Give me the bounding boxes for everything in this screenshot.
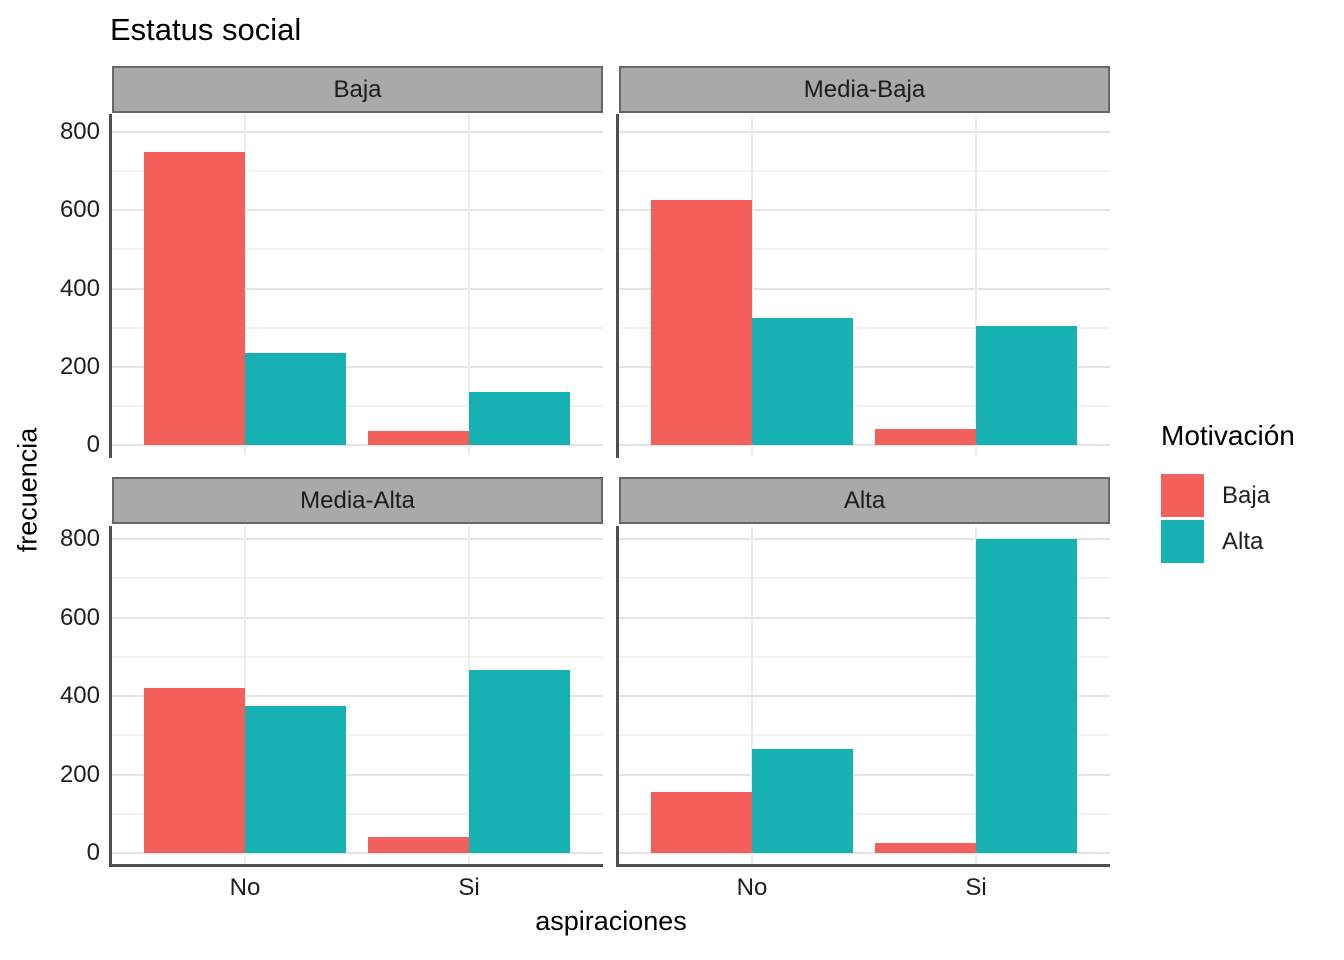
- minor-gridline: [619, 655, 1110, 658]
- legend-label: Alta: [1222, 527, 1264, 555]
- major-gridline: [619, 773, 1110, 776]
- bar-Media-Alta-Si-Alta: [469, 670, 570, 853]
- minor-gridline: [112, 577, 603, 580]
- x-tick-label: Si: [965, 874, 987, 901]
- y-axis-line: [109, 526, 112, 867]
- major-gridline: [619, 695, 1110, 697]
- minor-gridline: [619, 326, 1110, 329]
- y-axis-title: frecuencia: [12, 427, 43, 553]
- y-axis-line: [616, 114, 619, 458]
- major-gridline: [112, 538, 603, 540]
- minor-gridline: [112, 326, 603, 329]
- chart-title: Estatus social: [110, 12, 302, 47]
- major-gridline: [112, 287, 603, 290]
- y-tick-label: 800: [59, 118, 100, 145]
- bar-Alta-No-Alta: [752, 748, 853, 853]
- major-gridline: [112, 616, 603, 619]
- y-tick-label: 0: [86, 839, 100, 866]
- y-tick-label: 400: [59, 274, 100, 302]
- major-gridline: [112, 852, 603, 854]
- legend: Motivación Baja Alta: [1161, 420, 1295, 566]
- x-axis-title: aspiraciones: [535, 906, 687, 936]
- y-tick-label: 800: [59, 525, 100, 552]
- major-gridline: [619, 365, 1110, 368]
- bar-Media-Alta-No-Alta: [245, 705, 346, 853]
- major-gridline: [112, 444, 603, 446]
- minor-gridline: [112, 812, 603, 815]
- facet-strip: Media-Alta: [112, 477, 603, 524]
- facet-strip: Alta: [619, 477, 1110, 524]
- major-gridline: [112, 209, 603, 212]
- y-tick-label: 200: [59, 352, 100, 380]
- y-tick-label: 600: [59, 603, 100, 631]
- facet-strip: Baja: [112, 66, 603, 113]
- vertical-gridline: [751, 526, 753, 864]
- major-gridline: [619, 616, 1110, 619]
- bar-Media-Alta-Si-Baja: [368, 837, 469, 853]
- minor-gridline: [619, 734, 1110, 737]
- facet-plot: [619, 114, 1110, 455]
- legend-item: Alta: [1161, 520, 1295, 563]
- facet-plot: [112, 526, 603, 864]
- minor-gridline: [112, 170, 603, 173]
- bar-Baja-No-Alta: [245, 353, 346, 445]
- bar-Alta-Si-Baja: [875, 843, 976, 853]
- y-tick-label: 0: [86, 431, 100, 458]
- bar-Alta-Si-Alta: [976, 539, 1077, 853]
- major-gridline: [619, 131, 1110, 133]
- y-tick-label: 200: [59, 760, 100, 788]
- vertical-gridline: [244, 526, 246, 864]
- y-axis-line: [109, 114, 112, 458]
- bar-Baja-No-Baja: [144, 151, 245, 445]
- bar-Baja-Si-Baja: [368, 431, 469, 445]
- bar-Media-Baja-Si-Alta: [976, 325, 1077, 445]
- vertical-gridline: [244, 114, 246, 455]
- major-gridline: [619, 538, 1110, 540]
- legend-label: Baja: [1222, 481, 1271, 509]
- facet-strip: Media-Baja: [619, 66, 1110, 113]
- legend-item: Baja: [1161, 474, 1295, 517]
- minor-gridline: [112, 404, 603, 407]
- vertical-gridline: [751, 114, 753, 455]
- legend-swatch-Baja: [1161, 474, 1204, 517]
- major-gridline: [619, 444, 1110, 446]
- major-gridline: [112, 365, 603, 368]
- vertical-gridline: [975, 114, 977, 455]
- minor-gridline: [619, 170, 1110, 173]
- minor-gridline: [112, 734, 603, 737]
- bar-Media-Alta-No-Baja: [144, 688, 245, 853]
- bar-Alta-No-Baja: [651, 792, 752, 853]
- minor-gridline: [619, 404, 1110, 407]
- minor-gridline: [619, 577, 1110, 580]
- vertical-gridline: [468, 114, 470, 455]
- minor-gridline: [112, 655, 603, 658]
- major-gridline: [619, 209, 1110, 212]
- minor-gridline: [112, 248, 603, 251]
- facet-plot: [112, 114, 603, 455]
- x-tick-label: No: [229, 874, 261, 901]
- x-tick-label: Si: [458, 874, 480, 901]
- major-gridline: [619, 287, 1110, 290]
- major-gridline: [112, 131, 603, 133]
- x-axis-line: [109, 864, 603, 867]
- y-tick-label: 400: [59, 682, 100, 709]
- major-gridline: [619, 852, 1110, 854]
- facet-plot: [619, 526, 1110, 864]
- major-gridline: [112, 695, 603, 697]
- legend-title: Motivación: [1161, 420, 1295, 451]
- bar-Media-Baja-Si-Baja: [875, 429, 976, 445]
- legend-items: Baja Alta: [1161, 474, 1295, 563]
- y-tick-label: 600: [59, 196, 100, 224]
- legend-swatch-Alta: [1161, 520, 1204, 563]
- bar-Media-Baja-No-Alta: [752, 317, 853, 445]
- bar-Media-Baja-No-Baja: [651, 200, 752, 445]
- bar-Baja-Si-Alta: [469, 392, 570, 445]
- x-tick-label: No: [736, 874, 768, 901]
- minor-gridline: [619, 248, 1110, 251]
- y-axis-line: [616, 526, 619, 867]
- major-gridline: [112, 773, 603, 776]
- minor-gridline: [619, 812, 1110, 815]
- x-axis-line: [616, 864, 1110, 867]
